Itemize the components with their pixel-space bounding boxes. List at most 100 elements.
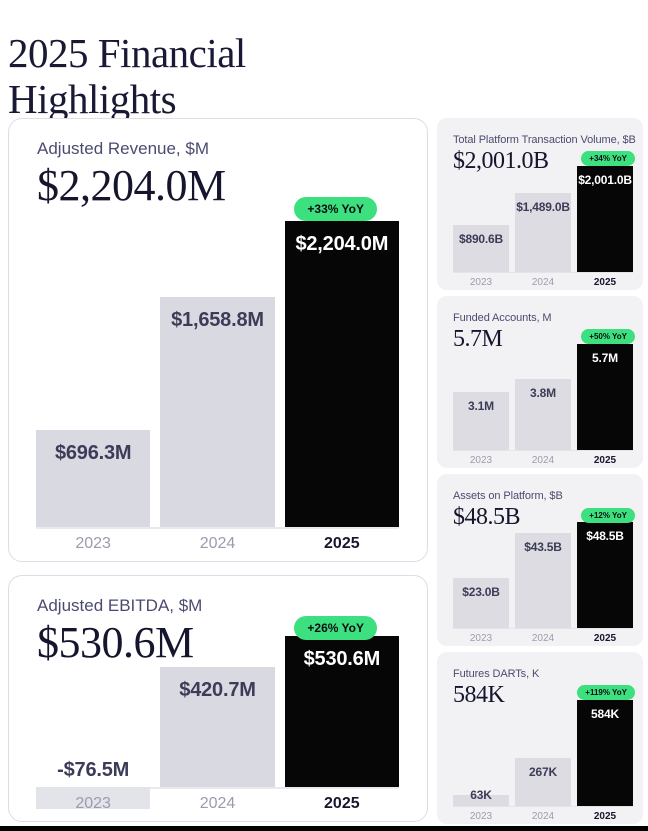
- yoy-badge: +34% YoY: [581, 151, 635, 166]
- bars-row: 63K 267K 584K: [453, 700, 633, 807]
- bar-2023: [453, 795, 509, 806]
- bar-2023: [453, 578, 509, 628]
- bar-chart: $696.3M $1,658.8M $2,204.0M 2023 2024 2025: [36, 221, 399, 553]
- x-label-2025: 2025: [324, 535, 360, 552]
- card-funded-accounts: Funded Accounts, M 5.7M +50% YoY 3.1M 3.8M 5.…: [437, 296, 643, 468]
- bar-2025: [577, 700, 633, 806]
- bar-2025: [577, 522, 633, 628]
- yoy-badge: +50% YoY: [581, 329, 635, 344]
- x-axis-labels: 2023 2024 2025: [453, 807, 633, 822]
- bar-value: $1,658.8M: [171, 309, 264, 331]
- bar-value: $890.6B: [459, 232, 503, 246]
- card-headline: $48.5B: [453, 504, 521, 530]
- bar-col-2024: $43.5B: [515, 522, 571, 628]
- bar-2023: [453, 225, 509, 272]
- bar-col-2024: $420.7M: [160, 636, 275, 787]
- bars-row: -$76.5M $420.7M $530.6M: [36, 636, 399, 809]
- bar-2024: [515, 193, 571, 272]
- x-label-2025: 2025: [593, 811, 617, 822]
- x-label-2024: 2024: [531, 277, 555, 288]
- bars-row: $696.3M $1,658.8M $2,204.0M: [36, 221, 399, 529]
- bar-chart: 63K 267K 584K 2023 2024 2025: [453, 700, 633, 822]
- bar-col-2025: 584K: [577, 700, 633, 806]
- card-title: Funded Accounts, M: [453, 312, 552, 324]
- bar-col-2025: 5.7M: [577, 344, 633, 450]
- x-label-2023: 2023: [469, 811, 493, 822]
- bars-row: 3.1M 3.8M 5.7M: [453, 344, 633, 451]
- bars-row: $23.0B $43.5B $48.5B: [453, 522, 633, 629]
- bar-2024: [515, 533, 571, 628]
- card-futures-darts: Futures DARTs, K 584K +119% YoY 63K 267K 584K…: [437, 652, 643, 824]
- yoy-badge: +12% YoY: [581, 508, 635, 523]
- card-adjusted-revenue: Adjusted Revenue, $M $2,204.0M +33% YoY $69…: [8, 118, 428, 562]
- bar-value: 63K: [470, 788, 492, 802]
- x-label-2025: 2025: [593, 633, 617, 644]
- bottom-edge-bar: [0, 826, 648, 831]
- bar-2023: [36, 430, 151, 527]
- bar-value: $530.6M: [303, 648, 381, 670]
- bar-2023: [36, 787, 151, 809]
- bar-chart: 3.1M 3.8M 5.7M 2023 2024 2025: [453, 344, 633, 466]
- x-label-2023: 2023: [75, 535, 111, 552]
- card-title: Total Platform Transaction Volume, $B: [453, 134, 636, 146]
- page-title: 2025 Financial Highlights: [8, 30, 246, 123]
- x-label-2025: 2025: [593, 455, 617, 466]
- x-label-2023: 2023: [469, 633, 493, 644]
- bars-row: $890.6B $1,489.0B $2,001.0B: [453, 166, 633, 273]
- bar-col-2025: $530.6M: [284, 636, 399, 787]
- x-axis-labels: 2023 2024 2025: [36, 529, 399, 553]
- bar-col-2025: $2,001.0B: [577, 166, 633, 272]
- bar-2024: [160, 297, 275, 527]
- bar-2024: [160, 667, 275, 787]
- card-title: Adjusted EBITDA, $M: [37, 596, 203, 615]
- card-headline: 5.7M: [453, 326, 503, 352]
- bar-value: $2,001.0B: [578, 173, 632, 187]
- x-axis-labels: 2023 2024 2025: [453, 629, 633, 644]
- yoy-badge: +26% YoY: [294, 616, 377, 640]
- x-label-2023: 2023: [469, 277, 493, 288]
- bar-value: $1,489.0B: [516, 200, 570, 214]
- x-label-2024: 2024: [531, 633, 555, 644]
- card-adjusted-ebitda: Adjusted EBITDA, $M $530.6M +26% YoY -$76.5…: [8, 575, 428, 822]
- bar-value: 267K: [529, 765, 557, 779]
- right-column: Total Platform Transaction Volume, $B $2,…: [437, 118, 643, 824]
- x-axis-labels: 2023 2024 2025: [36, 789, 399, 813]
- bar-value: $43.5B: [524, 540, 562, 554]
- bar-col-2024: $1,489.0B: [515, 166, 571, 272]
- bar-2025: [284, 636, 399, 787]
- bar-2024: [515, 758, 571, 806]
- bar-col-2023: -$76.5M: [36, 636, 151, 809]
- bar-value: $2,204.0M: [295, 233, 389, 255]
- card-headline: $2,204.0M: [37, 161, 226, 210]
- bar-col-2023: $890.6B: [453, 166, 509, 272]
- bar-value: $23.0B: [462, 585, 500, 599]
- bar-value: 3.8M: [530, 386, 556, 400]
- bar-value: $48.5B: [586, 529, 624, 543]
- bar-chart: $890.6B $1,489.0B $2,001.0B 2023 2024 2025: [453, 166, 633, 288]
- bar-col-2024: $1,658.8M: [160, 221, 275, 527]
- card-title: Assets on Platform, $B: [453, 490, 563, 502]
- bar-2025: [577, 166, 633, 272]
- bar-chart: -$76.5M $420.7M $530.6M 2023 2024 2025: [36, 636, 399, 813]
- x-label-2024: 2024: [531, 811, 555, 822]
- x-label-2025: 2025: [324, 795, 360, 812]
- bar-col-2023: $23.0B: [453, 522, 509, 628]
- bar-col-2023: 63K: [453, 700, 509, 806]
- bar-2025: [284, 221, 399, 527]
- card-headline: 584K: [453, 682, 505, 708]
- yoy-badge: +119% YoY: [577, 685, 635, 700]
- x-label-2023: 2023: [75, 795, 111, 812]
- card-total-platform-transaction-volume: Total Platform Transaction Volume, $B $2,…: [437, 118, 643, 290]
- bar-col-2025: $2,204.0M: [284, 221, 399, 527]
- bar-col-2024: 267K: [515, 700, 571, 806]
- bar-col-2025: $48.5B: [577, 522, 633, 628]
- bar-col-2023: $696.3M: [36, 221, 151, 527]
- x-axis-labels: 2023 2024 2025: [453, 451, 633, 466]
- bar-chart: $23.0B $43.5B $48.5B 2023 2024 2025: [453, 522, 633, 644]
- bar-value: 5.7M: [592, 351, 618, 365]
- bar-value: $420.7M: [179, 679, 256, 701]
- x-label-2024: 2024: [531, 455, 555, 466]
- bar-2024: [515, 379, 571, 450]
- card-title: Futures DARTs, K: [453, 668, 540, 680]
- bar-value: 584K: [591, 707, 619, 721]
